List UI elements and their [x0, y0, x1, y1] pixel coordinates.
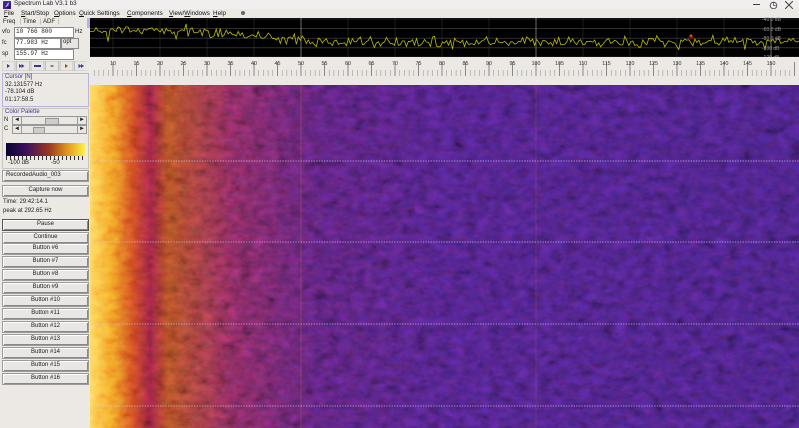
svg-text:50: 50	[298, 61, 304, 67]
svg-text:60: 60	[345, 61, 351, 67]
svg-text:40: 40	[251, 61, 257, 67]
svg-text:145: 145	[743, 61, 752, 67]
svg-text:150: 150	[767, 61, 776, 67]
svg-text:105: 105	[555, 61, 564, 67]
svg-text:95: 95	[510, 61, 516, 67]
svg-text:120: 120	[626, 61, 635, 67]
svg-text:30: 30	[204, 61, 210, 67]
svg-text:140: 140	[720, 61, 729, 67]
svg-text:10: 10	[110, 61, 116, 67]
svg-text:20: 20	[157, 61, 163, 67]
svg-text:65: 65	[369, 61, 375, 67]
svg-text:80: 80	[439, 61, 445, 67]
svg-text:130: 130	[673, 61, 682, 67]
svg-text:75: 75	[416, 61, 422, 67]
svg-text:70: 70	[392, 61, 398, 67]
svg-text:135: 135	[696, 61, 705, 67]
svg-text:25: 25	[181, 61, 187, 67]
svg-text:35: 35	[228, 61, 234, 67]
svg-text:110: 110	[579, 61, 587, 67]
svg-text:45: 45	[275, 61, 281, 67]
svg-text:100: 100	[532, 61, 541, 67]
svg-text:15: 15	[134, 61, 140, 67]
svg-text:125: 125	[649, 61, 658, 67]
svg-text:90: 90	[486, 61, 492, 67]
svg-text:85: 85	[463, 61, 469, 67]
svg-text:55: 55	[322, 61, 328, 67]
svg-text:115: 115	[602, 61, 610, 67]
